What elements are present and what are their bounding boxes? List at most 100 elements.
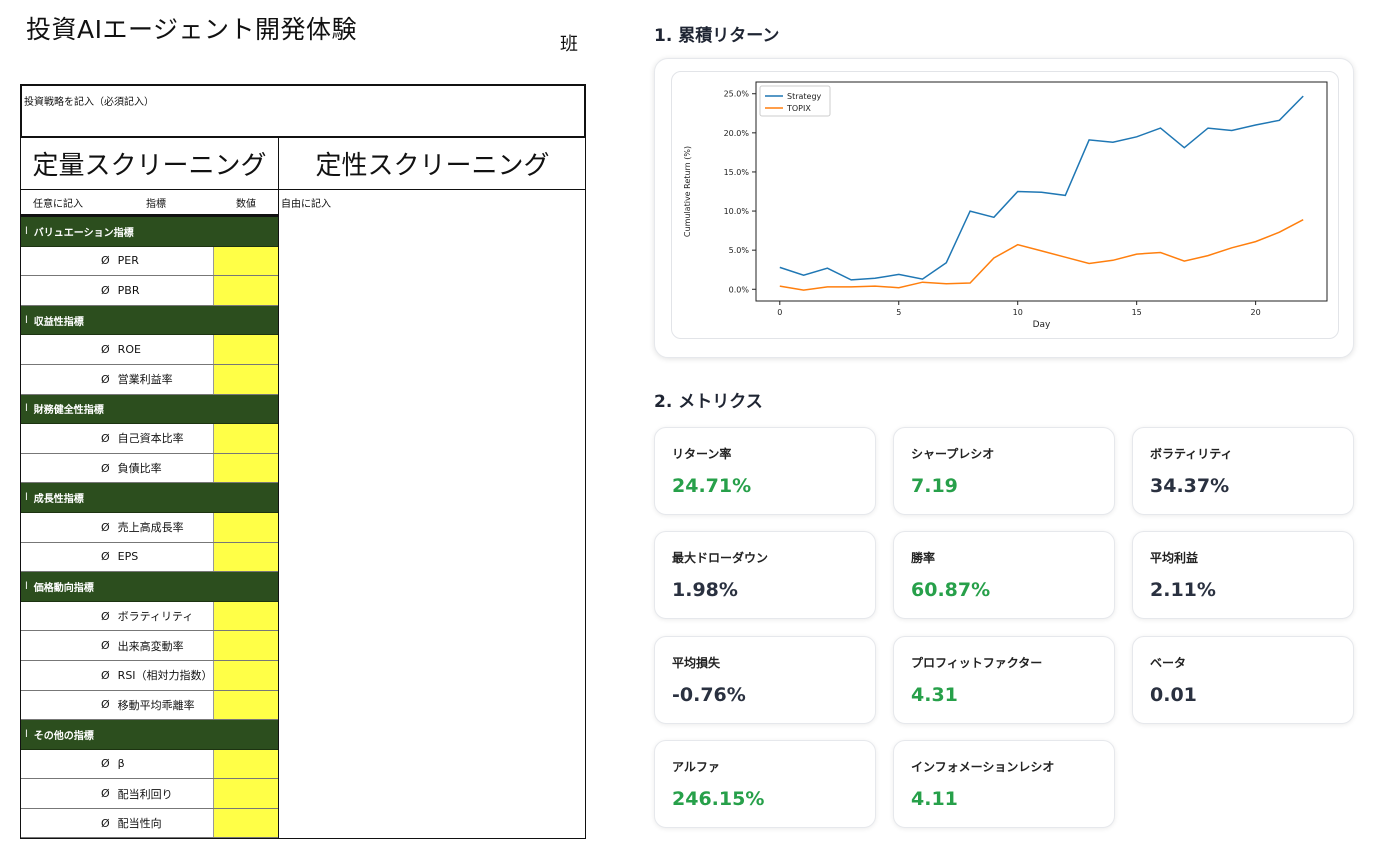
category-label: 成長性指標 bbox=[33, 494, 84, 506]
metric-name: PER bbox=[117, 254, 139, 268]
metric-name: EPS bbox=[117, 550, 139, 564]
category-label: その他の指標 bbox=[33, 730, 94, 742]
metric-row: Ø 負債比率 bbox=[21, 453, 278, 484]
metric-label: Ø 負債比率 bbox=[21, 454, 213, 483]
bullet-icon: Ø bbox=[101, 372, 110, 386]
metric-name: 売上高成長率 bbox=[117, 521, 184, 535]
metric-label: Ø 配当利回り bbox=[21, 779, 213, 808]
category-mark: l bbox=[25, 314, 28, 326]
metric-value-cell[interactable] bbox=[213, 335, 278, 364]
cumulative-return-title: 1. 累積リターン bbox=[654, 26, 780, 46]
metrics-title: 2. メトリクス bbox=[654, 392, 763, 412]
bullet-icon: Ø bbox=[101, 283, 110, 297]
bullet-icon: Ø bbox=[101, 343, 110, 357]
metric-row: Ø 移動平均乖離率 bbox=[21, 690, 278, 721]
metric-label: Ø 自己資本比率 bbox=[21, 424, 213, 453]
metric-card-label: シャープレシオ bbox=[911, 447, 995, 461]
category-row: l 収益性指標 bbox=[21, 305, 278, 336]
metric-card: インフォメーションレシオ 4.11 bbox=[893, 740, 1115, 828]
cumulative-return-chart: 0.0% 5.0% 10.0% 15.0% 20.0% 25.0% 0 5 10 15 20 Day C… bbox=[683, 81, 1328, 330]
subheader-metric: 指標 bbox=[146, 199, 166, 210]
metric-row: Ø 配当性向 bbox=[21, 808, 278, 839]
metric-card: ボラティリティ 34.37% bbox=[1132, 427, 1354, 515]
metric-value-cell[interactable] bbox=[213, 424, 278, 453]
y-axis-label: Cumulative Return (%) bbox=[683, 146, 692, 237]
metric-value-cell[interactable] bbox=[213, 631, 278, 660]
metric-value-cell[interactable] bbox=[213, 779, 278, 808]
strategy-input-box[interactable]: 投資戦略を記入（必須記入） bbox=[20, 84, 586, 138]
metric-value-cell[interactable] bbox=[213, 276, 278, 305]
metric-row: Ø 売上高成長率 bbox=[21, 512, 278, 543]
metric-value-cell[interactable] bbox=[213, 808, 278, 838]
metric-card: アルファ 246.15% bbox=[654, 740, 876, 828]
metric-label: Ø ボラティリティ bbox=[21, 602, 213, 631]
x-axis-label: Day bbox=[1033, 320, 1051, 330]
bullet-icon: Ø bbox=[101, 757, 110, 771]
bullet-icon: Ø bbox=[101, 609, 110, 623]
metric-card-label: アルファ bbox=[672, 760, 720, 774]
metric-row: Ø ボラティリティ bbox=[21, 601, 278, 632]
chart-card: 0.0% 5.0% 10.0% 15.0% 20.0% 25.0% 0 5 10 15 20 Day C… bbox=[654, 58, 1354, 358]
series-line-strategy bbox=[779, 95, 1304, 281]
x-tick-label: 0 bbox=[777, 308, 782, 317]
y-tick-label: 20.0% bbox=[724, 129, 750, 138]
metric-label: Ø 営業利益率 bbox=[21, 365, 213, 394]
x-tick-label: 20 bbox=[1251, 308, 1261, 317]
category-mark: l bbox=[25, 728, 28, 740]
metric-value-cell[interactable] bbox=[213, 542, 278, 572]
metric-card-label: 平均損失 bbox=[672, 656, 721, 670]
quant-subheader: 任意に記入 指標 数値 bbox=[21, 190, 278, 214]
metric-label: Ø 出来高変動率 bbox=[21, 631, 213, 660]
metric-value-cell[interactable] bbox=[213, 246, 278, 276]
metric-card-value: 2.11% bbox=[1150, 579, 1216, 601]
y-tick-label: 5.0% bbox=[729, 246, 750, 255]
metric-value-cell[interactable] bbox=[213, 512, 278, 542]
category-row: l 財務健全性指標 bbox=[21, 394, 278, 425]
metric-name: 負債比率 bbox=[117, 462, 162, 476]
category-label: 収益性指標 bbox=[33, 316, 84, 328]
metric-value-cell[interactable] bbox=[213, 453, 278, 483]
qual-free-note[interactable]: 自由に記入 bbox=[281, 199, 331, 210]
metric-value-cell[interactable] bbox=[213, 660, 278, 690]
metric-card-label: 最大ドローダウン bbox=[672, 551, 769, 565]
metric-row: Ø ROE bbox=[21, 335, 278, 365]
metric-value-cell[interactable] bbox=[213, 364, 278, 394]
column-divider bbox=[278, 137, 279, 838]
metric-card: リターン率 24.71% bbox=[654, 427, 876, 515]
metric-name: 配当性向 bbox=[117, 817, 162, 831]
y-tick-label: 10.0% bbox=[724, 207, 750, 216]
category-label: バリュエーション指標 bbox=[33, 227, 134, 239]
metric-card-label: 勝率 bbox=[911, 551, 936, 565]
category-mark: l bbox=[25, 492, 28, 504]
metric-name: ボラティリティ bbox=[117, 610, 194, 624]
category-mark: l bbox=[25, 580, 28, 592]
metric-name: 営業利益率 bbox=[117, 373, 173, 387]
metric-rows: l バリュエーション指標 Ø PER Ø PBR l 収益性指標 Ø ROE Ø 営業利益率 l 財務健全… bbox=[21, 217, 278, 839]
metric-card-value: 0.01 bbox=[1150, 684, 1197, 706]
metric-row: Ø EPS bbox=[21, 542, 278, 573]
y-tick-label: 0.0% bbox=[729, 285, 750, 294]
bullet-icon: Ø bbox=[101, 816, 110, 830]
metric-value-cell[interactable] bbox=[213, 601, 278, 631]
legend-label: TOPIX bbox=[786, 104, 811, 113]
metric-label: Ø RSI（相対力指数） bbox=[21, 661, 213, 690]
metric-row: Ø 配当利回り bbox=[21, 779, 278, 809]
qual-screening-header: 定性スクリーニング bbox=[315, 150, 550, 181]
metric-name: PBR bbox=[117, 283, 140, 297]
metric-value-cell[interactable] bbox=[213, 749, 278, 779]
chart-frame: 0.0% 5.0% 10.0% 15.0% 20.0% 25.0% 0 5 10 15 20 Day C… bbox=[671, 71, 1339, 339]
metric-row: Ø RSI（相対力指数） bbox=[21, 660, 278, 691]
x-tick-label: 5 bbox=[896, 308, 901, 317]
metric-card: 平均利益 2.11% bbox=[1132, 531, 1354, 619]
category-row: l バリュエーション指標 bbox=[21, 217, 278, 247]
bullet-icon: Ø bbox=[101, 431, 110, 445]
metric-card-value: 34.37% bbox=[1150, 475, 1230, 497]
metric-row: Ø 営業利益率 bbox=[21, 364, 278, 395]
metric-card: 平均損失 -0.76% bbox=[654, 636, 876, 724]
x-tick-label: 15 bbox=[1132, 308, 1142, 317]
strategy-label: 投資戦略を記入（必須記入） bbox=[24, 97, 154, 108]
category-label: 価格動向指標 bbox=[33, 582, 94, 594]
metric-value-cell[interactable] bbox=[213, 690, 278, 720]
metric-card: ベータ 0.01 bbox=[1132, 636, 1354, 724]
